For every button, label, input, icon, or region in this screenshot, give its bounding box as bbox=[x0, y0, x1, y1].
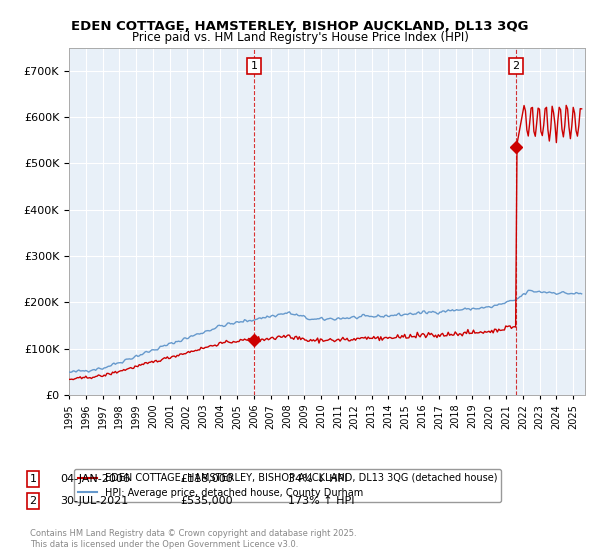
Text: 34% ↓ HPI: 34% ↓ HPI bbox=[288, 474, 347, 484]
Text: 30-JUL-2021: 30-JUL-2021 bbox=[60, 496, 128, 506]
Text: 173% ↑ HPI: 173% ↑ HPI bbox=[288, 496, 355, 506]
Legend: EDEN COTTAGE, HAMSTERLEY, BISHOP AUCKLAND, DL13 3QG (detached house), HPI: Avera: EDEN COTTAGE, HAMSTERLEY, BISHOP AUCKLAN… bbox=[74, 469, 502, 502]
Text: Price paid vs. HM Land Registry's House Price Index (HPI): Price paid vs. HM Land Registry's House … bbox=[131, 31, 469, 44]
Text: £118,000: £118,000 bbox=[180, 474, 233, 484]
Text: 2: 2 bbox=[29, 496, 37, 506]
Text: EDEN COTTAGE, HAMSTERLEY, BISHOP AUCKLAND, DL13 3QG: EDEN COTTAGE, HAMSTERLEY, BISHOP AUCKLAN… bbox=[71, 20, 529, 32]
Text: 2: 2 bbox=[512, 61, 520, 71]
Text: £535,000: £535,000 bbox=[180, 496, 233, 506]
Text: 04-JAN-2006: 04-JAN-2006 bbox=[60, 474, 130, 484]
Text: 1: 1 bbox=[29, 474, 37, 484]
Text: 1: 1 bbox=[251, 61, 257, 71]
Text: Contains HM Land Registry data © Crown copyright and database right 2025.
This d: Contains HM Land Registry data © Crown c… bbox=[30, 529, 356, 549]
